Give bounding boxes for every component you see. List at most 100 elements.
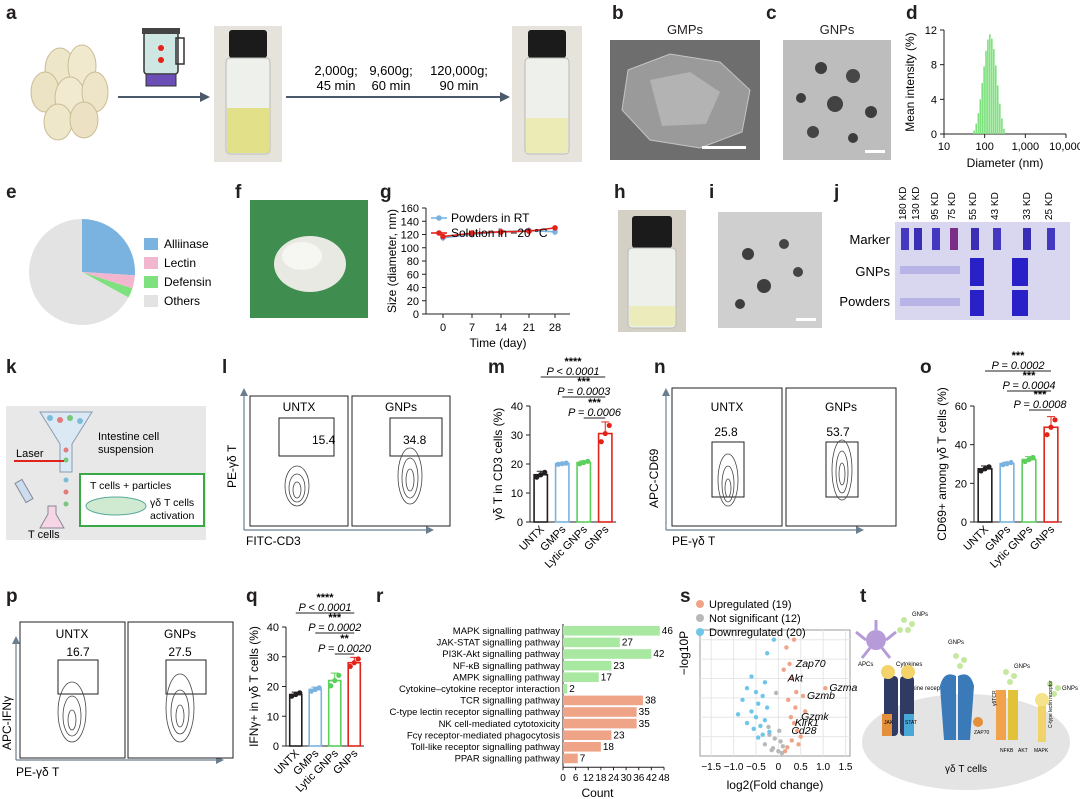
gel-image xyxy=(895,222,1070,320)
o-replicate-point xyxy=(1008,459,1014,466)
pie-legend-swatch xyxy=(144,238,158,250)
protein-composition-pie: Alliinase Lectin Defensin Others xyxy=(29,219,211,325)
laser-label: Laser xyxy=(16,448,44,460)
r-x-tick-label: 18 xyxy=(595,773,607,784)
s-point xyxy=(760,732,765,737)
pie-legend-label: Lectin xyxy=(164,256,196,270)
panel-label-s: s xyxy=(680,586,691,607)
m-replicate-point xyxy=(542,469,548,475)
m-replicate-point xyxy=(563,460,569,466)
q-y-label: IFNγ+ in γδ T cells (%) xyxy=(247,626,261,747)
o-y-tick-label: 40 xyxy=(955,440,967,452)
gate-p-untx xyxy=(57,659,99,695)
panel-p-xlabel: PE-γδ T xyxy=(16,765,60,779)
s-x-tick-label: 0 xyxy=(776,762,782,773)
d-bar xyxy=(993,49,995,134)
spin-2-time: 60 min xyxy=(371,78,410,93)
g-x-tick-label: 21 xyxy=(523,322,535,334)
s-point xyxy=(791,637,797,642)
d-bar xyxy=(983,66,985,134)
panel-label-n: n xyxy=(654,357,666,378)
d-bar xyxy=(979,99,982,134)
s-point xyxy=(785,745,790,750)
r-bar xyxy=(563,730,612,740)
s-point xyxy=(749,709,754,714)
s-point xyxy=(762,742,768,747)
s-point xyxy=(762,680,768,685)
s-point xyxy=(800,693,806,699)
m-y-tick-label: 10 xyxy=(511,488,523,500)
g-y-tick-label: 160 xyxy=(401,203,419,215)
r-bar xyxy=(563,707,637,717)
r-value-label: 35 xyxy=(639,719,651,730)
gel-row-powders: Powders xyxy=(839,294,890,309)
q-replicate-point xyxy=(297,690,303,696)
o-p-value: P = 0.0008 xyxy=(1013,399,1067,411)
m-y-tick-label: 0 xyxy=(517,517,523,529)
o-y-tick-label: 0 xyxy=(961,517,967,529)
r-x-tick-label: 36 xyxy=(633,773,645,784)
o-p-value: P = 0.0002 xyxy=(991,360,1044,372)
d-y-tick-label: 0 xyxy=(931,129,937,141)
q-replicate-point xyxy=(293,691,299,698)
d-bar xyxy=(973,130,975,134)
panel-a-workflow: 2,000g; 45 min 9,600g; 60 min 120,000g; … xyxy=(30,26,582,162)
t-cells-particles-label: T cells + particles xyxy=(90,480,171,492)
m-replicate-point xyxy=(581,459,587,466)
r-bar xyxy=(563,695,643,706)
r-x-tick-label: 30 xyxy=(621,773,633,784)
s-point xyxy=(798,734,803,739)
o-replicate-point xyxy=(1000,462,1006,468)
s-point xyxy=(779,750,785,756)
contour-p-gnps xyxy=(165,673,195,743)
o-replicate-point xyxy=(982,466,988,472)
r-bar xyxy=(563,742,601,752)
s-x-tick-label: 1.5 xyxy=(839,762,853,773)
jak-label: JAK xyxy=(884,720,894,726)
s-point xyxy=(796,742,801,747)
o-replicate-point xyxy=(1044,432,1050,438)
d-bar xyxy=(987,39,989,134)
s-point xyxy=(758,723,763,729)
gate-p-untx-value: 16.7 xyxy=(66,645,90,659)
m-y-tick-label: 20 xyxy=(511,459,523,471)
gate-n-gnps xyxy=(825,441,859,498)
d-bar xyxy=(996,85,999,134)
s-x-tick-label: −0.5 xyxy=(746,762,766,773)
q-replicate-point xyxy=(355,656,361,662)
g-y-tick-label: 140 xyxy=(401,216,419,228)
s-point xyxy=(762,717,768,723)
cytokines-label: Cytokines xyxy=(896,662,922,668)
g-y-tick-label: 100 xyxy=(401,243,419,255)
g-x-tick-label: 0 xyxy=(440,322,446,334)
m-y-tick-label: 40 xyxy=(511,401,523,413)
zap70-label: ZAP70 xyxy=(974,730,990,736)
r-category-label: TCR signalling pathway xyxy=(460,696,560,707)
stat-label: STAT xyxy=(905,720,917,726)
m-replicate-point xyxy=(559,461,565,467)
size-label-95: 95 KD xyxy=(930,192,941,220)
r-bar xyxy=(563,718,637,729)
s-gene-label: Akt xyxy=(787,672,804,684)
q-replicate-point xyxy=(312,686,318,693)
c-type-lectin-receptor-icon xyxy=(1035,693,1049,742)
m-y-label: γδ T in CD3 cells (%) xyxy=(491,408,505,520)
s-point xyxy=(756,701,761,706)
s-gene-label: Cd28 xyxy=(791,725,816,737)
r-value-label: 2 xyxy=(569,684,575,695)
r-category-label: Cytokine–cytokine receptor interaction xyxy=(399,684,560,695)
g-legend-label: Powders in RT xyxy=(451,211,530,225)
q-y-tick-label: 30 xyxy=(267,652,279,664)
s-x-tick-label: −1.5 xyxy=(701,762,721,773)
panel-label-i: i xyxy=(709,182,715,203)
size-label-180: 180 KD xyxy=(898,187,909,220)
d-x-tick-label: 100 xyxy=(975,141,993,153)
m-replicate-point xyxy=(577,461,583,467)
d-bar xyxy=(989,34,991,135)
r-category-label: JAK-STAT signalling pathway xyxy=(436,638,560,649)
gnps-tem-image xyxy=(783,40,891,160)
q-y-tick-label: 10 xyxy=(267,711,279,723)
